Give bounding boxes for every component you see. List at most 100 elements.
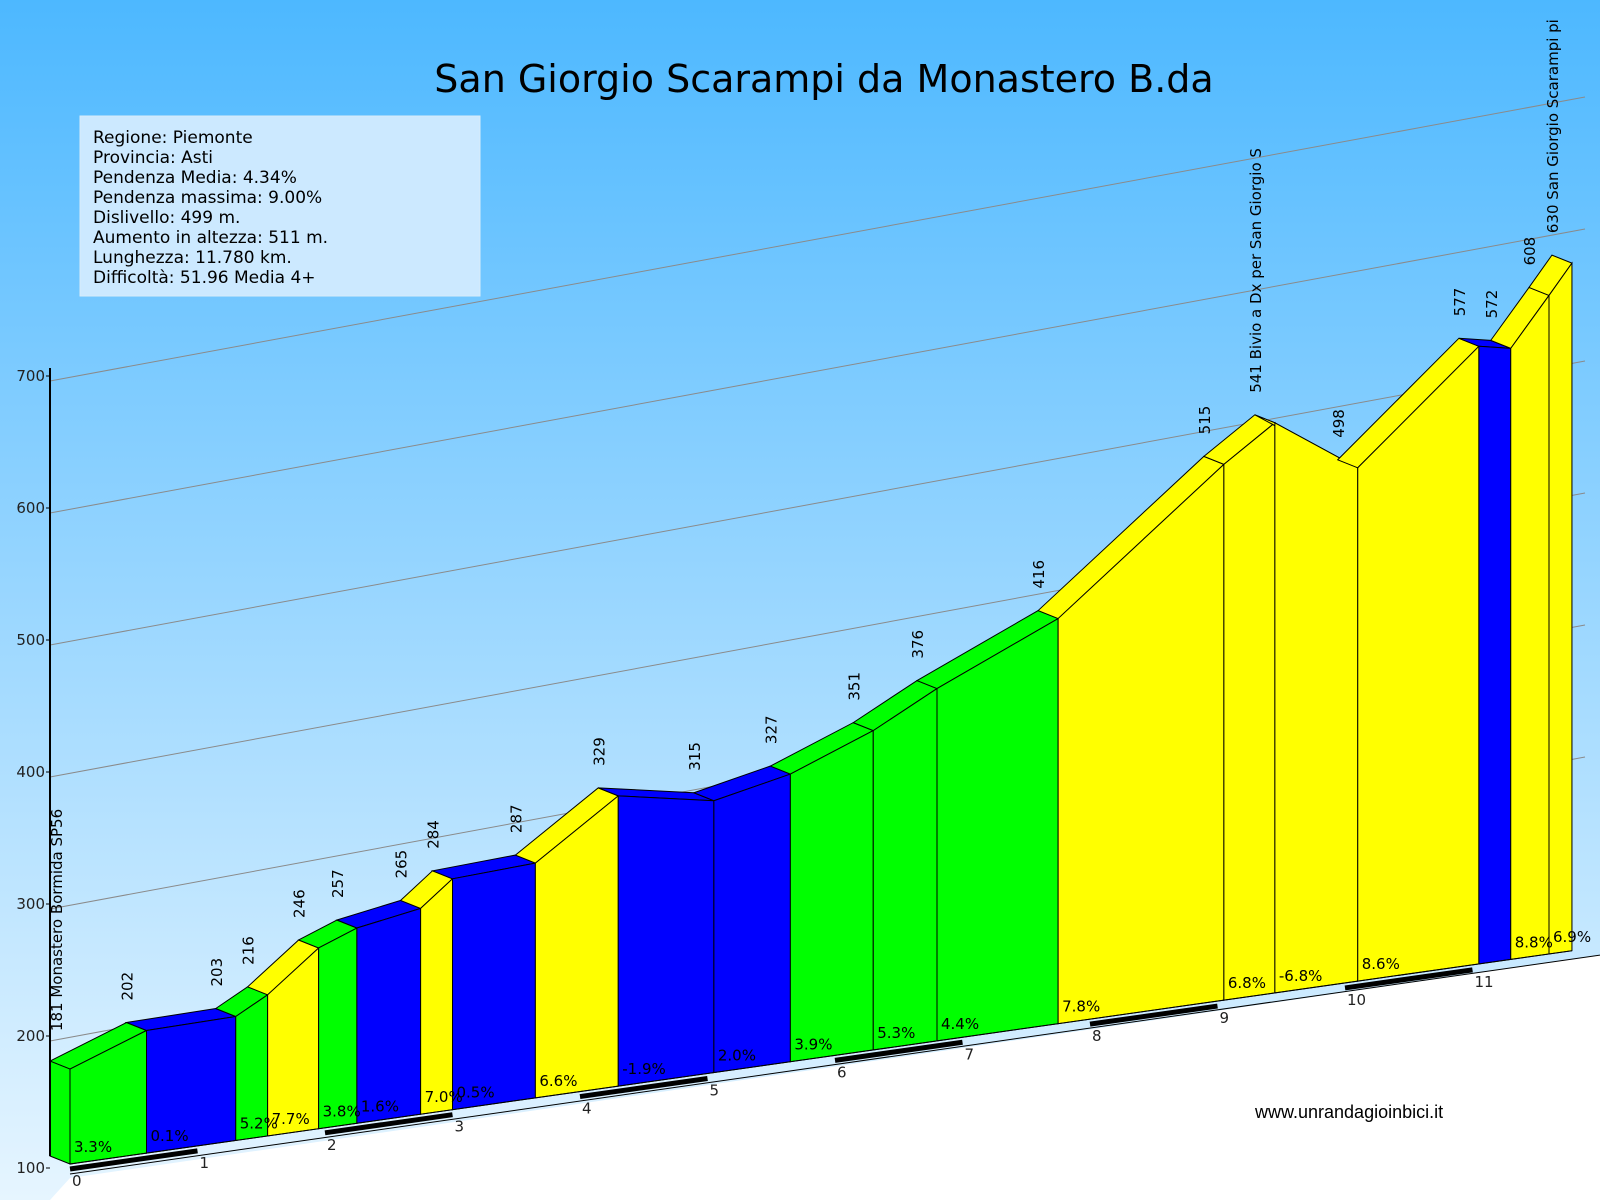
altitude-label: 608: [1521, 237, 1539, 266]
gradient-labels: 3.3% 0.1% 5.2%7.7% 3.8% 1.6% 7.0%0.5% 6.6% -1.9…: [74, 928, 1591, 1156]
gradient-label: 6.8%: [1228, 974, 1266, 992]
segment-face: [872, 687, 938, 1051]
altitude-labels: 181 Monastero Bormida SP56 202 203 216 246 25…: [48, 19, 1562, 1031]
x-axis-line: [69, 950, 1573, 1165]
gradient-label: 3.9%: [794, 1036, 832, 1054]
gradient-label: 7.0%: [425, 1088, 463, 1106]
y-tick-label: 700: [16, 367, 45, 385]
info-elevation-difference: Dislivello: 499 m.: [93, 208, 240, 228]
altitude-label: 541 Bivio a Dx per San Giorgio S: [1247, 148, 1265, 393]
altitude-label: 351: [845, 672, 863, 701]
altitude-label: 498: [1330, 409, 1348, 438]
x-tick-label: 10: [1347, 991, 1366, 1009]
segment-face: [1274, 421, 1359, 994]
altitude-label: 376: [909, 630, 927, 659]
gradient-label: 5.2%: [240, 1114, 278, 1132]
x-tick-label: 11: [1475, 973, 1494, 991]
profile-segments: [48, 254, 1573, 1165]
segment-face: [1478, 345, 1512, 965]
gradient-label: 7.8%: [1062, 998, 1100, 1016]
altitude-label: 572: [1483, 290, 1501, 319]
segment-left-side: [49, 1060, 71, 1165]
x-axis-front-line: [69, 954, 1600, 1175]
y-tick-label: 600: [16, 499, 45, 517]
altitude-label: 203: [208, 958, 226, 987]
x-axis-km-bar: [834, 1039, 963, 1063]
altitude-label: 577: [1451, 288, 1469, 317]
chart-title: San Giorgio Scarampi da Monastero B.da: [434, 57, 1213, 101]
gradient-label: 1.6%: [361, 1097, 399, 1115]
x-tick-label: 6: [837, 1063, 847, 1081]
info-box-background: [79, 115, 481, 297]
segment-face: [420, 877, 453, 1115]
gradient-label: 0.5%: [457, 1084, 495, 1102]
gradient-label: 3.3%: [74, 1138, 112, 1156]
altitude-label: 216: [240, 936, 258, 965]
y-tick-label: 200: [16, 1027, 45, 1045]
gradient-label: 8.8%: [1515, 933, 1553, 951]
x-tick-label: 1: [200, 1154, 210, 1172]
x-tick-label: 2: [327, 1136, 337, 1154]
y-tick-label: 400: [16, 763, 45, 781]
altitude-label: 265: [393, 850, 411, 879]
info-region: Regione: Piemonte: [93, 128, 253, 148]
info-box: Regione: Piemonte Provincia: Asti Penden…: [79, 115, 481, 297]
altitude-label: 181 Monastero Bormida SP56: [48, 809, 66, 1031]
segment-face: [1510, 293, 1550, 960]
x-tick-label: 4: [582, 1100, 592, 1118]
info-average-gradient: Pendenza Media: 4.34%: [93, 168, 297, 188]
gradient-label: 6.6%: [539, 1072, 577, 1090]
x-axis-km-bar: [579, 1075, 708, 1100]
gradient-label: 5.3%: [877, 1024, 915, 1042]
info-max-gradient: Pendenza massima: 9.00%: [93, 188, 322, 208]
x-axis-km-bar: [69, 1148, 198, 1172]
altitude-label: 202: [119, 972, 137, 1001]
altitude-label: 246: [291, 889, 309, 918]
gradient-label: 6.9%: [1553, 928, 1591, 946]
altitude-label: 630 San Giorgio Scarampi pi: [1544, 19, 1562, 233]
gradient-label: 2.0%: [718, 1047, 756, 1065]
grid-line: [49, 360, 1586, 646]
x-tick-label: 5: [710, 1081, 720, 1099]
y-tick-label: 300: [16, 895, 45, 913]
segment-face: [1223, 421, 1276, 1001]
segment-face: [356, 907, 422, 1124]
altitude-label: 257: [329, 869, 347, 898]
gradient-label: -1.9%: [622, 1060, 666, 1078]
ground-floor: [50, 955, 1600, 1200]
segment-face: [789, 729, 874, 1063]
x-axis-km-bar: [324, 1112, 453, 1136]
segment-face: [452, 862, 536, 1111]
altitude-label: 327: [762, 715, 780, 744]
x-tick-label: 9: [1220, 1009, 1230, 1027]
x-axis: 0 1 2 3 4 5 6 7 8 9 10 11: [69, 950, 1600, 1190]
y-tick-label: 500: [16, 631, 45, 649]
ground-strip: [50, 955, 1600, 1200]
segment-face: [1548, 261, 1573, 955]
grid-line: [49, 96, 1586, 382]
altitude-label: 287: [507, 804, 525, 833]
segment-face: [936, 617, 1059, 1042]
x-tick-label: 0: [72, 1172, 82, 1190]
info-length: Lunghezza: 11.780 km.: [93, 248, 292, 268]
website-credit: www.unrandagioinbici.it: [1254, 1102, 1443, 1122]
y-axis: 100 200 300 400 500 600 700: [16, 367, 51, 1177]
altitude-label: 515: [1196, 406, 1214, 435]
gradient-label: 3.8%: [323, 1103, 361, 1121]
info-difficulty: Difficoltà: 51.96 Media 4+: [93, 268, 316, 288]
y-tick-label: 100: [16, 1159, 45, 1177]
x-tick-label: 7: [965, 1045, 975, 1063]
gradient-label: 4.4%: [941, 1015, 979, 1033]
info-province: Provincia: Asti: [93, 148, 213, 168]
x-tick-label: 3: [455, 1118, 465, 1136]
x-tick-label: 8: [1092, 1027, 1102, 1045]
gradient-label: -6.8%: [1279, 967, 1323, 985]
grid-line: [49, 228, 1586, 514]
altitude-label: 284: [425, 820, 443, 849]
gradient-label: 8.6%: [1362, 955, 1400, 973]
altitude-label: 329: [590, 737, 608, 766]
x-axis-km-bar: [1089, 1003, 1218, 1027]
altitude-label: 315: [686, 742, 704, 771]
x-axis-km-bar: [1344, 967, 1473, 991]
